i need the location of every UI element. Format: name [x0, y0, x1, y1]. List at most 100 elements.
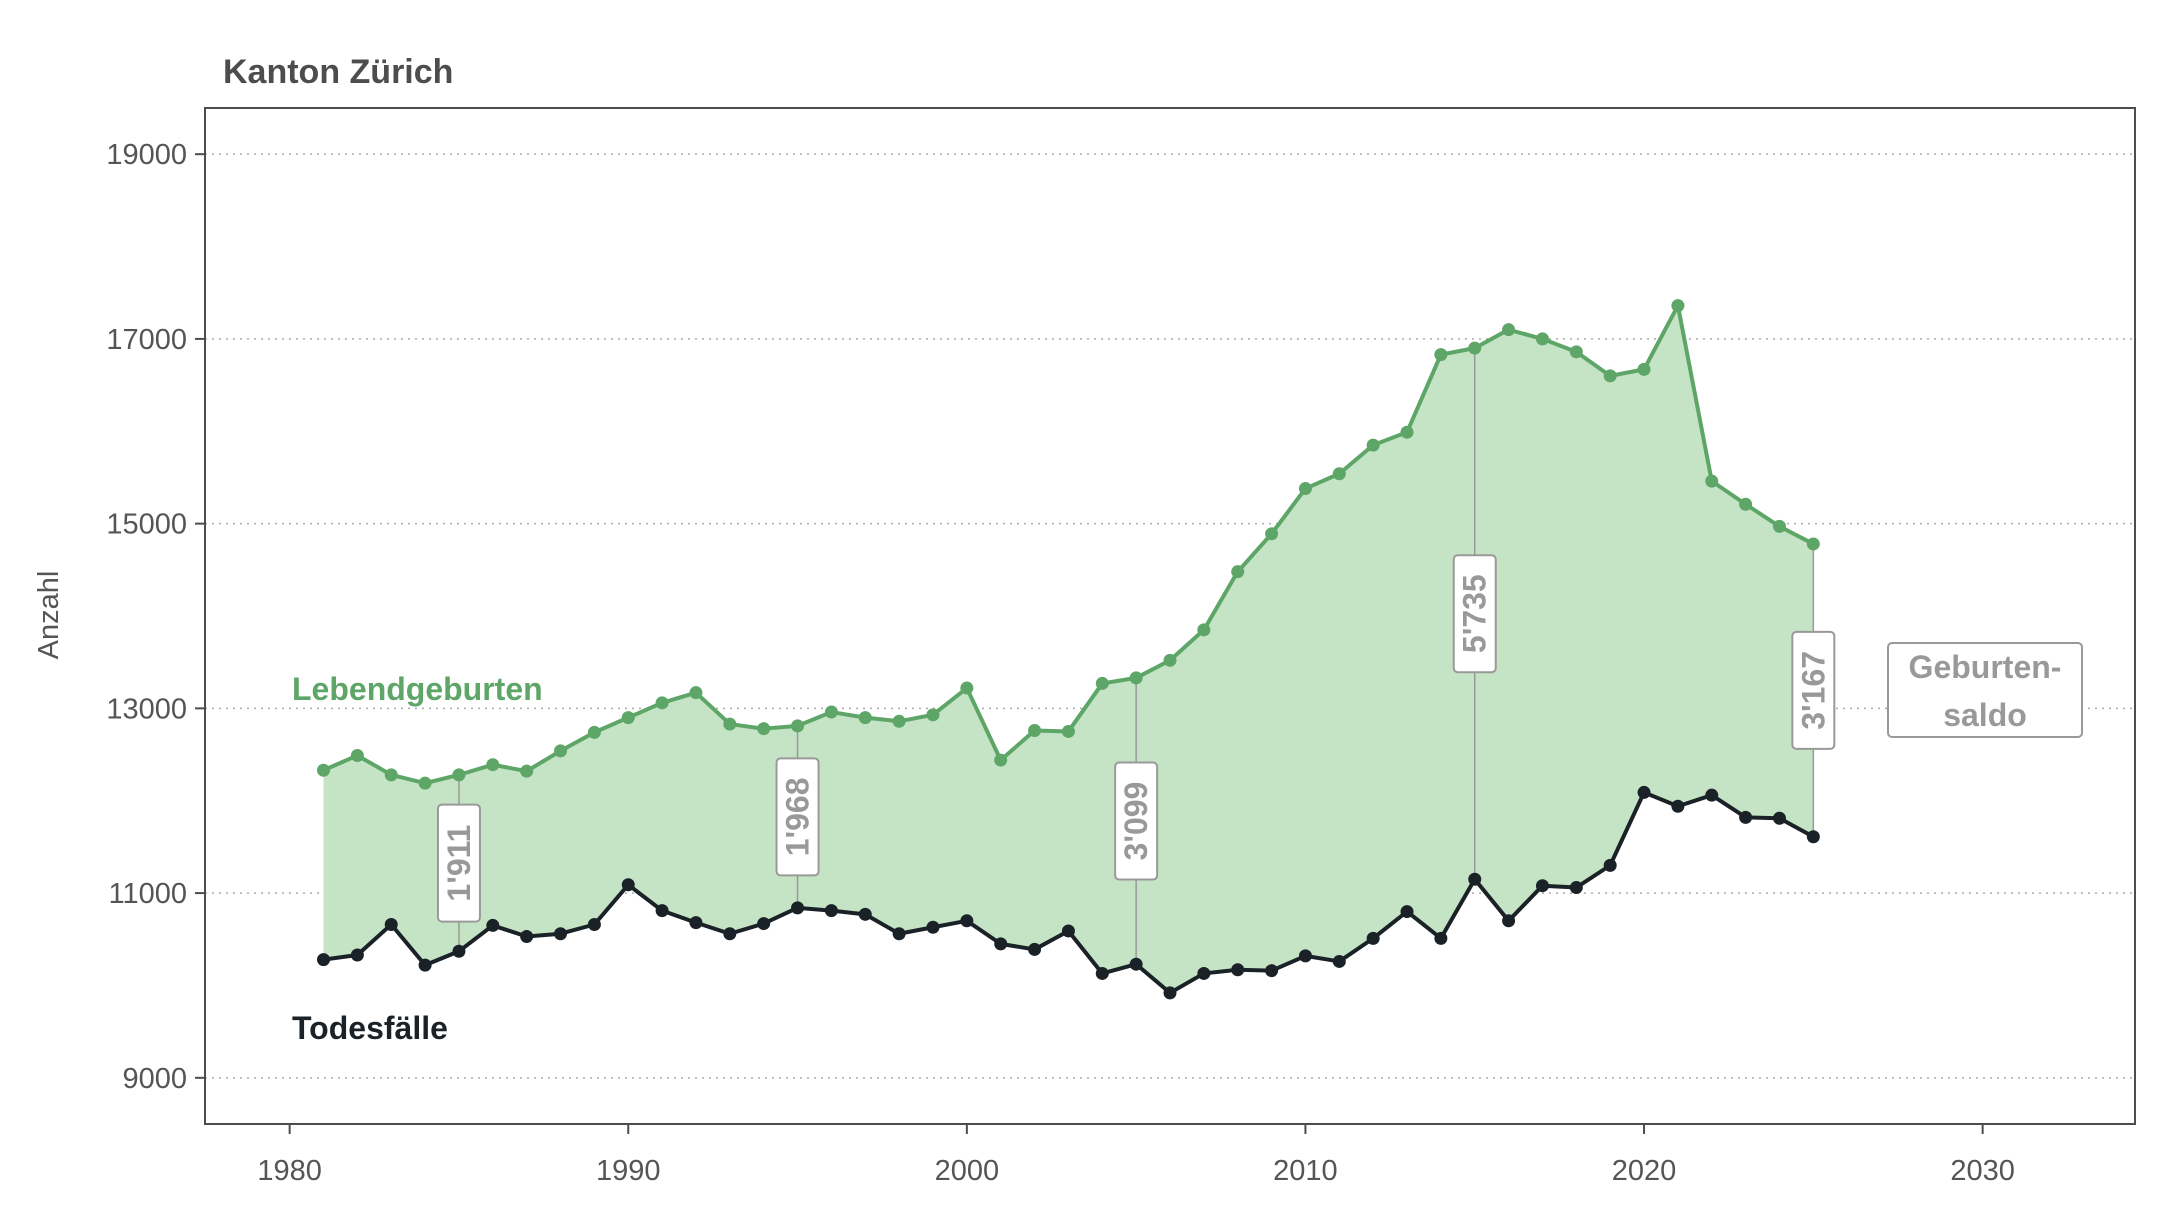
x-tick-label: 1990 [596, 1155, 661, 1187]
deaths-point [350, 948, 364, 962]
deaths-point [994, 937, 1008, 951]
births-point [1739, 497, 1753, 511]
saldo-annotation: 3'099 [1114, 761, 1159, 881]
deaths-point [858, 907, 872, 921]
deaths-point [791, 901, 805, 915]
deaths-point [486, 918, 500, 932]
deaths-point [824, 904, 838, 918]
deaths-point [1366, 931, 1380, 945]
deaths-point [1569, 881, 1583, 895]
deaths-series-label: Todesfälle [292, 1010, 448, 1046]
births-point [1705, 474, 1719, 488]
deaths-point [520, 930, 534, 944]
deaths-point [1468, 872, 1482, 886]
deaths-point [1028, 942, 1042, 956]
births-point [350, 748, 364, 762]
deaths-point [1197, 966, 1211, 980]
y-tick-label: 13000 [106, 693, 187, 725]
deaths-point [452, 944, 466, 958]
births-point [1197, 623, 1211, 637]
births-point [1637, 362, 1651, 376]
deaths-point [1806, 830, 1820, 844]
deaths-point [757, 917, 771, 931]
saldo-annotation-box [1452, 554, 1497, 674]
births-point [587, 725, 601, 739]
saldo-legend-box: Geburten- saldo [1887, 642, 2083, 738]
births-point [1806, 537, 1820, 551]
deaths-point [1298, 949, 1312, 963]
plot-frame [204, 107, 2136, 1125]
births-point [1671, 299, 1685, 313]
deaths-point [1434, 931, 1448, 945]
births-series-label: Lebendgeburten [292, 671, 543, 707]
births-point [926, 708, 940, 722]
births-point [1502, 323, 1516, 337]
deaths-point [1163, 986, 1177, 1000]
saldo-annotation: 1'968 [775, 757, 820, 877]
births-point [960, 681, 974, 695]
x-axis: 1980 1990 2000 2010 2020 2030 [257, 1124, 2015, 1187]
births-point [1772, 519, 1786, 533]
deaths-point [1502, 914, 1516, 928]
y-tick-label: 9000 [122, 1063, 187, 1095]
births-point [418, 776, 432, 790]
deaths-point [587, 917, 601, 931]
deaths-point [723, 927, 737, 941]
births-point [452, 768, 466, 782]
births-point [1400, 425, 1414, 439]
births-point [689, 686, 703, 700]
y-tick-label: 15000 [106, 509, 187, 541]
x-tick-label: 2000 [935, 1155, 1000, 1187]
y-tick-label: 11000 [109, 878, 188, 910]
deaths-point [1400, 905, 1414, 919]
births-point [1095, 676, 1109, 690]
births-point [621, 711, 635, 725]
saldo-annotation-label: 1'968 [780, 777, 816, 856]
births-point [1265, 527, 1279, 541]
births-point [317, 763, 331, 777]
births-point [486, 758, 500, 772]
x-tick-label: 2030 [1950, 1155, 2015, 1187]
births-point [1061, 724, 1075, 738]
saldo-annotation-box [1791, 630, 1836, 750]
saldo-annotation: 5'735 [1452, 554, 1497, 674]
births-point [520, 764, 534, 778]
births-point [723, 717, 737, 731]
births-point [1434, 348, 1448, 362]
births-point [1163, 653, 1177, 667]
births-point [1332, 467, 1346, 481]
deaths-point [1129, 957, 1143, 971]
deaths-point [1603, 858, 1617, 872]
deaths-point [1772, 811, 1786, 825]
deaths-point [384, 917, 398, 931]
deaths-point [621, 878, 635, 892]
deaths-point [926, 920, 940, 934]
births-point [1028, 724, 1042, 738]
saldo-legend-line2: saldo [1943, 697, 2027, 733]
saldo-annotation-label: 3'099 [1118, 782, 1154, 861]
deaths-point [1332, 954, 1346, 968]
births-point [1231, 565, 1245, 579]
deaths-point [1095, 966, 1109, 980]
saldo-annotation-label: 5'735 [1457, 574, 1493, 653]
x-tick-label: 2020 [1612, 1155, 1677, 1187]
saldo-fill [323, 305, 1814, 993]
saldo-annotation: 1'911 [436, 803, 481, 923]
births-point [892, 714, 906, 728]
deaths-point [1265, 964, 1279, 978]
deaths-point [1637, 785, 1651, 799]
deaths-point [317, 953, 331, 967]
deaths-point [892, 927, 906, 941]
births-point [1298, 482, 1312, 496]
deaths-point [1671, 799, 1685, 813]
deaths-point [1705, 788, 1719, 802]
saldo-area [323, 305, 1814, 993]
births-point [1535, 332, 1549, 346]
y-tick-label: 17000 [106, 324, 187, 356]
births-point [1569, 345, 1583, 359]
deaths-point [554, 927, 568, 941]
births-point [994, 753, 1008, 767]
births-point [757, 722, 771, 736]
saldo-annotation-label: 3'167 [1795, 651, 1831, 730]
